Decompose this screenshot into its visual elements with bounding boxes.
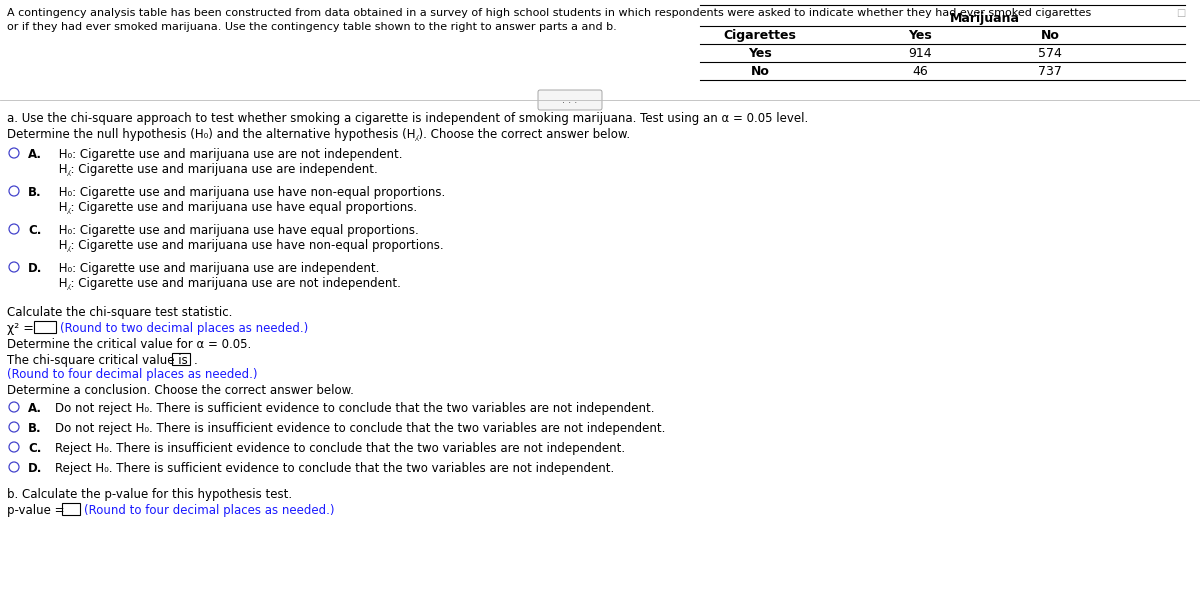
- Text: □: □: [1176, 8, 1186, 18]
- Text: Reject H₀. There is insufficient evidence to conclude that the two variables are: Reject H₀. There is insufficient evidenc…: [55, 442, 625, 455]
- FancyBboxPatch shape: [538, 90, 602, 110]
- Text: B.: B.: [28, 422, 42, 435]
- Text: 737: 737: [1038, 65, 1062, 78]
- Text: H⁁: Cigarette use and marijuana use have equal proportions.: H⁁: Cigarette use and marijuana use have…: [55, 201, 418, 214]
- Text: D.: D.: [28, 462, 42, 475]
- Text: or if they had ever smoked marijuana. Use the contingency table shown to the rig: or if they had ever smoked marijuana. Us…: [7, 22, 617, 32]
- Text: Determine the critical value for α = 0.05.: Determine the critical value for α = 0.0…: [7, 338, 251, 351]
- Text: H₀: Cigarette use and marijuana use have equal proportions.: H₀: Cigarette use and marijuana use have…: [55, 224, 419, 237]
- Text: (Round to four decimal places as needed.): (Round to four decimal places as needed.…: [7, 368, 258, 381]
- Text: Reject H₀. There is sufficient evidence to conclude that the two variables are n: Reject H₀. There is sufficient evidence …: [55, 462, 614, 475]
- Text: p-value =: p-value =: [7, 504, 65, 517]
- Text: (Round to two decimal places as needed.): (Round to two decimal places as needed.): [60, 322, 308, 335]
- Bar: [62, 503, 80, 515]
- Text: H⁁: Cigarette use and marijuana use are independent.: H⁁: Cigarette use and marijuana use are …: [55, 163, 378, 176]
- Text: Cigarettes: Cigarettes: [724, 29, 797, 42]
- Text: Do not reject H₀. There is insufficient evidence to conclude that the two variab: Do not reject H₀. There is insufficient …: [55, 422, 665, 435]
- Text: 914: 914: [908, 47, 932, 60]
- Text: B.: B.: [28, 186, 42, 199]
- Text: (Round to four decimal places as needed.): (Round to four decimal places as needed.…: [84, 504, 335, 517]
- Text: No: No: [750, 65, 769, 78]
- Text: Marijuana: Marijuana: [950, 12, 1020, 25]
- Text: 574: 574: [1038, 47, 1062, 60]
- Text: . . .: . . .: [563, 95, 577, 105]
- Text: H⁁: Cigarette use and marijuana use are not independent.: H⁁: Cigarette use and marijuana use are …: [55, 277, 401, 290]
- Text: A.: A.: [28, 148, 42, 161]
- Text: H₀: Cigarette use and marijuana use are not independent.: H₀: Cigarette use and marijuana use are …: [55, 148, 402, 161]
- Text: 46: 46: [912, 65, 928, 78]
- Bar: [34, 321, 56, 333]
- Text: a. Use the chi-square approach to test whether smoking a cigarette is independen: a. Use the chi-square approach to test w…: [7, 112, 809, 125]
- Text: b. Calculate the p-value for this hypothesis test.: b. Calculate the p-value for this hypoth…: [7, 488, 292, 501]
- Text: A.: A.: [28, 402, 42, 415]
- Text: A contingency analysis table has been constructed from data obtained in a survey: A contingency analysis table has been co…: [7, 8, 1091, 18]
- Text: Determine a conclusion. Choose the correct answer below.: Determine a conclusion. Choose the corre…: [7, 384, 354, 397]
- Text: Do not reject H₀. There is sufficient evidence to conclude that the two variable: Do not reject H₀. There is sufficient ev…: [55, 402, 654, 415]
- Text: C.: C.: [28, 224, 41, 237]
- Text: C.: C.: [28, 442, 41, 455]
- Text: The chi-square critical value is: The chi-square critical value is: [7, 354, 187, 367]
- Text: .: .: [194, 354, 198, 367]
- Bar: [172, 353, 190, 365]
- Text: Determine the null hypothesis (H₀) and the alternative hypothesis (H⁁). Choose t: Determine the null hypothesis (H₀) and t…: [7, 128, 630, 141]
- Text: H⁁: Cigarette use and marijuana use have non-equal proportions.: H⁁: Cigarette use and marijuana use have…: [55, 239, 444, 252]
- Text: H₀: Cigarette use and marijuana use are independent.: H₀: Cigarette use and marijuana use are …: [55, 262, 379, 275]
- Text: No: No: [1040, 29, 1060, 42]
- Text: D.: D.: [28, 262, 42, 275]
- Text: Yes: Yes: [908, 29, 932, 42]
- Text: H₀: Cigarette use and marijuana use have non-equal proportions.: H₀: Cigarette use and marijuana use have…: [55, 186, 445, 199]
- Text: χ² =: χ² =: [7, 322, 34, 335]
- Text: Calculate the chi-square test statistic.: Calculate the chi-square test statistic.: [7, 306, 233, 319]
- Text: Yes: Yes: [748, 47, 772, 60]
